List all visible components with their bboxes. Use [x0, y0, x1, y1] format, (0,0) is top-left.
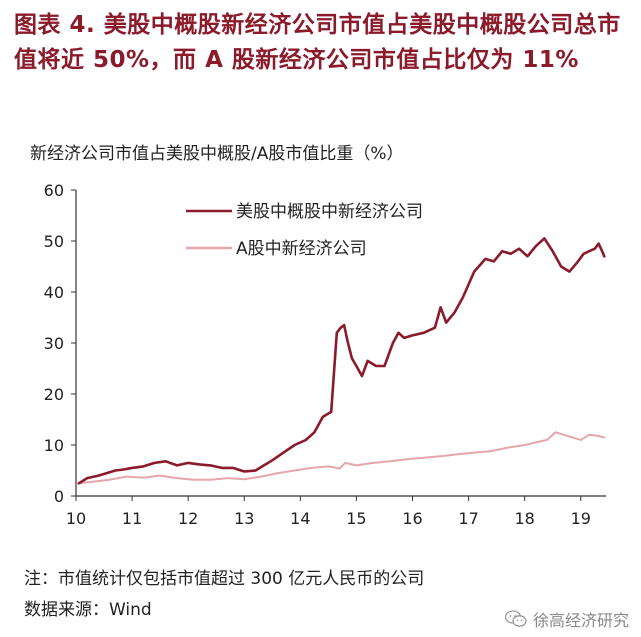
x-tick-label: 19 [571, 509, 591, 528]
x-tick-label: 12 [178, 509, 198, 528]
y-tick-label: 40 [44, 283, 64, 302]
x-tick-label: 11 [122, 509, 142, 528]
x-tick-label: 15 [346, 509, 366, 528]
y-tick-label: 30 [44, 334, 64, 353]
unit-label: 新经济公司市值占美股中概股/A股市值比重（%） [30, 144, 404, 164]
watermark-text: 徐高经济研究 [532, 611, 629, 630]
y-tick-label: 20 [44, 385, 64, 404]
y-tick-label: 10 [44, 436, 64, 455]
figure-title: 图表 4. 美股中概股新经济公司市值占美股中概股公司总市值将近 50%，而 A … [14, 12, 621, 73]
data-source: 数据来源：Wind [24, 600, 152, 620]
x-tick-label: 16 [402, 509, 422, 528]
x-tick-label: 17 [458, 509, 478, 528]
y-tick-label: 60 [44, 181, 64, 200]
wechat-icon [504, 610, 527, 627]
y-tick-label: 0 [54, 487, 64, 506]
legend-label: 美股中概股中新经济公司 [236, 202, 423, 222]
x-tick-label: 14 [290, 509, 310, 528]
legend-label: A股中新经济公司 [236, 239, 367, 259]
watermark: 徐高经济研究 [504, 607, 629, 631]
y-tick-label: 50 [44, 232, 64, 251]
x-tick-label: 10 [66, 509, 86, 528]
x-tick-label: 13 [234, 509, 254, 528]
series-line-us-new-economy [77, 237, 606, 485]
x-tick-label: 18 [514, 509, 534, 528]
series-line-a-share-new-economy [77, 431, 606, 485]
footnote: 注：市值统计仅包括市值超过 300 亿元人民币的公司 [24, 569, 425, 589]
